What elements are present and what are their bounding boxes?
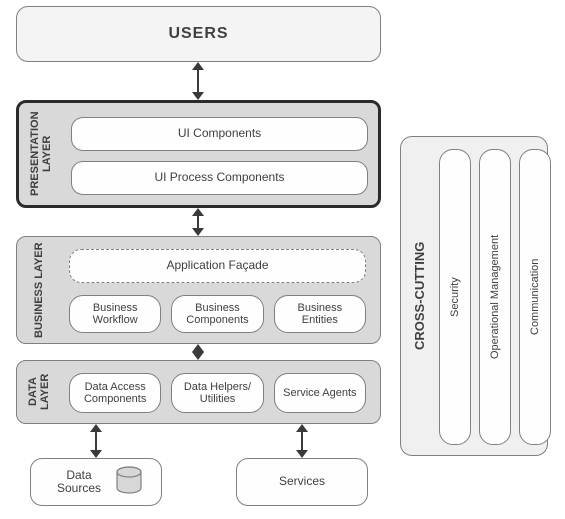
arrow-head-down — [192, 228, 204, 236]
arrow-line — [197, 216, 199, 228]
services-box: Services — [236, 458, 368, 506]
arrow-head-down — [296, 450, 308, 458]
data-item: Data Helpers/ Utilities — [171, 373, 263, 413]
data-item: Data Access Components — [69, 373, 161, 413]
business-layer: BUSINESS LAYER Application Façade Busine… — [16, 236, 381, 344]
arrow-head-down — [90, 450, 102, 458]
cross-cutting-title: CROSS-CUTTING — [405, 141, 435, 451]
arrow-head-up — [192, 208, 204, 216]
business-item: Business Entities — [274, 295, 366, 333]
business-layer-title-text: BUSINESS LAYER — [33, 242, 45, 338]
cross-cutting-title-text: CROSS-CUTTING — [413, 242, 427, 350]
arrow-head-up — [192, 62, 204, 70]
data-sources-label: Data Sources — [49, 469, 109, 495]
business-item: Business Workflow — [69, 295, 161, 333]
data-layer: DATA LAYER Data Access ComponentsData He… — [16, 360, 381, 424]
arrow-head-up — [296, 424, 308, 432]
presentation-item: UI Process Components — [71, 161, 368, 195]
data-sources-box: Data Sources — [30, 458, 162, 506]
application-facade: Application Façade — [69, 249, 366, 283]
users-box: USERS — [16, 6, 381, 62]
presentation-item: UI Components — [71, 117, 368, 151]
arrow-line — [301, 432, 303, 450]
users-label: USERS — [168, 25, 228, 43]
arrow-head-up — [192, 344, 204, 352]
arrow-line — [197, 70, 199, 92]
data-layer-title: DATA LAYER — [21, 365, 57, 419]
database-icon — [115, 466, 143, 498]
arrow-head-down — [192, 92, 204, 100]
presentation-layer-title-text: PRESENTATION LAYER — [29, 107, 53, 201]
arrow-line — [95, 432, 97, 450]
presentation-layer-title: PRESENTATION LAYER — [23, 107, 59, 201]
business-layer-title: BUSINESS LAYER — [21, 241, 57, 339]
arrow-head-down — [192, 352, 204, 360]
cross-cutting-item: Operational Management — [479, 149, 511, 445]
data-item: Service Agents — [274, 373, 366, 413]
arrow-head-up — [90, 424, 102, 432]
application-facade-label: Application Façade — [166, 259, 268, 272]
presentation-layer: PRESENTATION LAYER UI Components UI Proce… — [16, 100, 381, 208]
cross-cutting-item: Communication — [519, 149, 551, 445]
business-item: Business Components — [171, 295, 263, 333]
cross-cutting-item: Security — [439, 149, 471, 445]
data-layer-title-text: DATA LAYER — [27, 365, 51, 419]
cross-cutting-box: CROSS-CUTTING SecurityOperational Manage… — [400, 136, 548, 456]
services-label: Services — [279, 475, 325, 488]
